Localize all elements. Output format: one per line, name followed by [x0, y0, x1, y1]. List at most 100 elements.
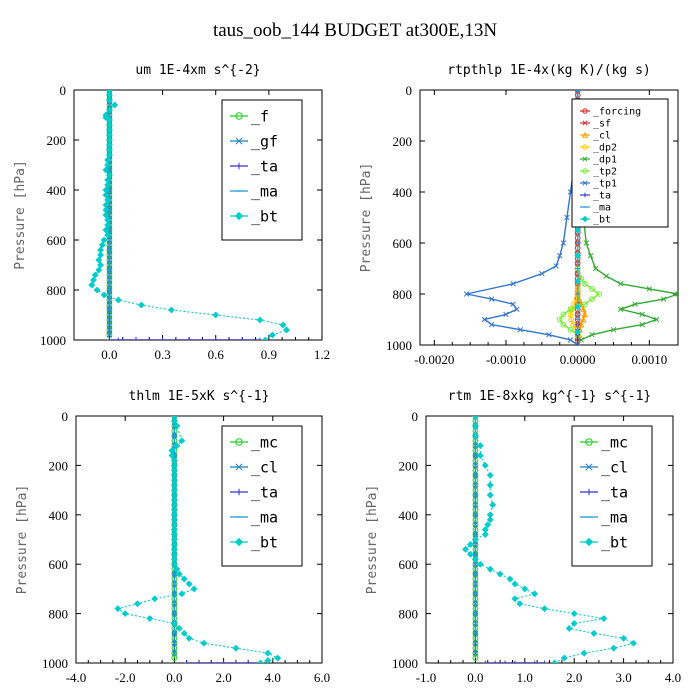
data-point	[97, 251, 104, 259]
data-point	[268, 331, 276, 339]
legend-marker	[585, 463, 593, 471]
data-point	[589, 332, 595, 338]
data-point	[91, 271, 99, 279]
data-point	[492, 660, 498, 663]
plot-area	[462, 416, 637, 663]
data-point	[578, 275, 585, 282]
legend-marker	[582, 168, 588, 174]
data-point	[245, 660, 251, 663]
data-point	[170, 620, 178, 627]
data-point	[639, 321, 645, 328]
legend-label: _bt	[593, 215, 611, 226]
data-point	[274, 654, 282, 662]
data-point	[488, 321, 495, 328]
y-tick-label: 800	[393, 287, 413, 302]
data-point	[257, 659, 264, 663]
data-point	[630, 639, 637, 647]
y-axis-label: Pressure [hPa]	[15, 485, 30, 595]
legend-box	[221, 99, 303, 241]
data-point	[573, 296, 580, 303]
data-point	[482, 660, 488, 663]
data-point	[496, 570, 504, 578]
legend-label: _ma	[601, 508, 628, 526]
data-point	[513, 306, 520, 313]
data-point	[589, 286, 595, 292]
legend-box	[571, 98, 669, 228]
data-point	[106, 171, 113, 179]
data-point	[476, 560, 484, 568]
data-point	[574, 252, 582, 260]
data-point	[98, 241, 106, 249]
data-point	[522, 660, 528, 663]
legend-label: _mc	[251, 433, 278, 451]
y-axis-label: Pressure [hPa]	[13, 160, 28, 270]
data-point	[133, 337, 139, 340]
data-point	[521, 585, 529, 593]
data-point	[503, 311, 509, 318]
y-tick-label: 200	[49, 458, 69, 473]
series-bt	[88, 90, 290, 340]
y-tick-label: 200	[399, 458, 419, 473]
plot-area	[88, 90, 290, 340]
data-point	[106, 106, 113, 114]
data-point	[603, 273, 610, 279]
y-tick-label: 600	[399, 557, 419, 572]
x-tick-label: 0.0	[467, 670, 483, 685]
data-point	[646, 286, 653, 292]
data-point	[102, 211, 110, 219]
data-point	[170, 417, 178, 425]
legend-label: _bt	[251, 207, 278, 225]
data-point	[212, 311, 220, 319]
legend-label: _cl	[251, 458, 278, 476]
data-point	[462, 545, 469, 553]
data-point	[471, 432, 479, 440]
data-point	[111, 101, 119, 109]
x-tick-label: -0.0010	[486, 352, 526, 367]
legend: _f _gf _ta _ma _bt	[221, 99, 303, 241]
data-point	[264, 649, 272, 657]
data-point	[168, 306, 175, 314]
data-point	[106, 151, 113, 159]
data-point	[516, 600, 524, 608]
data-point	[574, 90, 581, 93]
data-point	[171, 640, 178, 646]
data-point	[653, 316, 660, 323]
data-point	[580, 315, 587, 323]
legend-marker	[581, 215, 589, 223]
y-tick-label: 800	[47, 283, 67, 298]
legend-label: _ta	[601, 483, 628, 501]
data-point	[106, 312, 113, 318]
x-tick-label: 1.0	[517, 670, 533, 685]
data-point	[574, 342, 581, 345]
y-tick-label: 1000	[386, 338, 412, 353]
data-point	[184, 660, 190, 663]
legend-marker	[582, 144, 588, 150]
legend-marker	[235, 488, 243, 496]
series-ta	[107, 337, 263, 340]
y-tick-label: 600	[49, 557, 69, 572]
data-point	[106, 322, 113, 328]
series-tp1	[463, 90, 581, 345]
data-point	[471, 422, 479, 430]
y-tick-label: 800	[49, 607, 69, 622]
data-point	[180, 575, 188, 583]
legend-label: _f	[251, 107, 269, 125]
data-point	[232, 644, 240, 652]
data-point	[481, 461, 489, 469]
legend-label: _cl	[601, 458, 628, 476]
data-point	[639, 311, 645, 318]
data-point	[208, 660, 214, 663]
y-tick-label: 400	[399, 508, 419, 523]
data-point	[532, 660, 538, 663]
x-tick-label: 3.0	[615, 670, 631, 685]
data-point	[104, 231, 112, 239]
data-point	[106, 317, 113, 323]
data-point	[186, 337, 192, 340]
series-ta	[184, 660, 263, 663]
data-point	[484, 521, 492, 529]
data-point	[151, 595, 159, 603]
data-point	[114, 605, 122, 613]
data-point	[88, 281, 96, 289]
data-point	[134, 600, 141, 608]
data-point	[567, 306, 574, 313]
